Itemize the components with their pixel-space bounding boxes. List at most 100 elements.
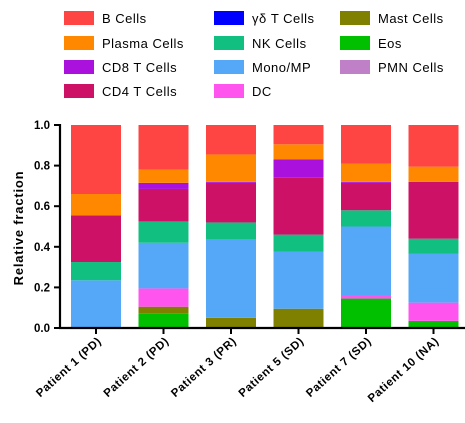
bar-segment-cd8-t-cells (341, 181, 391, 183)
bar-segment-cd8-t-cells (273, 159, 324, 178)
bar-segment-b-cells (138, 125, 189, 170)
legend-swatch (214, 36, 244, 50)
legend-item-dc: DC (214, 84, 272, 99)
legend-label: Plasma Cells (102, 36, 184, 51)
y-tick-label: 0.4 (34, 242, 51, 254)
bar-segment-plasma-cells (408, 166, 459, 182)
bar-segment-mast-cells (138, 306, 189, 314)
y-axis-label: Relative fraction (11, 171, 26, 286)
bar-segment-plasma-cells (341, 163, 391, 182)
bar-segment-mast-cells (206, 317, 256, 328)
legend-item-mast-cells: Mast Cells (340, 11, 444, 26)
x-category-label: Patient 1 (PD) (34, 335, 104, 400)
bar-segment-b-cells (71, 125, 121, 195)
bar-segment-nk-cells (273, 234, 324, 252)
bar-segment-eos (341, 298, 391, 328)
y-tick-label: 0.6 (34, 201, 50, 213)
legend-item-t-cells: γδ T Cells (214, 11, 315, 26)
legend-item-cd8-t-cells: CD8 T Cells (64, 60, 177, 75)
legend-label: CD8 T Cells (102, 60, 177, 75)
legend-item-plasma-cells: Plasma Cells (64, 36, 184, 51)
bar-segment-plasma-cells (206, 154, 256, 182)
bar-stack-patient-1-pd (71, 125, 121, 328)
legend-swatch (64, 60, 94, 74)
bar-segment-mast-cells (273, 308, 324, 328)
legend-swatch (214, 84, 244, 98)
legend-swatch (340, 36, 370, 50)
bar-stack-patient-10-na (408, 125, 459, 328)
legend-label: PMN Cells (378, 60, 444, 75)
bar-stack-patient-2-pd (138, 125, 189, 328)
legend-swatch (214, 11, 244, 25)
bar-segment-nk-cells (138, 221, 189, 243)
legend-label: Eos (378, 36, 402, 51)
bar-segment-mono-mp (138, 242, 189, 289)
legend-swatch (64, 11, 94, 25)
legend-item-nk-cells: NK Cells (214, 36, 307, 51)
bar-segment-b-cells (341, 125, 391, 164)
legend-label: γδ T Cells (252, 11, 315, 26)
bar-segment-plasma-cells (273, 144, 324, 160)
bar-segment-cd4-t-cells (408, 181, 459, 239)
bar-segment-cd4-t-cells (341, 182, 391, 211)
legend-item-eos: Eos (340, 36, 402, 51)
x-category-label: Patient 7 (SD) (304, 335, 374, 400)
bar-segment-cd4-t-cells (71, 215, 121, 263)
legend-swatch (340, 11, 370, 25)
bar-segment-eos (138, 313, 189, 328)
bar-segment-cd4-t-cells (273, 177, 324, 235)
bar-segment-eos (408, 320, 459, 328)
bar-segment-cd4-t-cells (138, 188, 189, 222)
bar-segment-dc (408, 302, 459, 321)
legend-swatch (214, 60, 244, 74)
legend-item-mono-mp: Mono/MP (214, 60, 311, 75)
x-category-label: Patient 3 (PR) (169, 335, 239, 400)
legend-label: Mono/MP (252, 60, 311, 75)
bar-segment-cd4-t-cells (206, 182, 256, 223)
bar-segment-b-cells (206, 125, 256, 155)
legend-label: Mast Cells (378, 11, 444, 26)
bar-segment-nk-cells (206, 222, 256, 240)
bar-segment-dc (138, 288, 189, 307)
legend-item-cd4-t-cells: CD4 T Cells (64, 84, 177, 99)
x-category-label: Patient 5 (SD) (237, 335, 307, 400)
y-tick-label: 0.0 (34, 323, 50, 335)
bar-stacks (71, 125, 459, 328)
bar-segment-nk-cells (341, 210, 391, 227)
legend-label: B Cells (102, 11, 147, 26)
bar-stack-patient-7-sd (341, 125, 391, 328)
legend-item-pmn-cells: PMN Cells (340, 60, 444, 75)
bar-segment-dc (341, 295, 391, 299)
bar-segment-plasma-cells (71, 194, 121, 216)
bar-segment-cd8-t-cells (138, 182, 189, 189)
legend-item-b-cells: B Cells (64, 11, 147, 26)
chart-axes: 0.0 0.2 0.4 0.6 0.8 1.0 (34, 120, 465, 335)
bar-segment-mono-mp (273, 251, 324, 309)
bar-segment-cd8-t-cells (206, 181, 256, 183)
legend-label: CD4 T Cells (102, 84, 177, 99)
bar-segment-mono-mp (71, 280, 121, 328)
legend-swatch (340, 60, 370, 74)
bar-segment-plasma-cells (138, 169, 189, 183)
y-tick-label: 1.0 (34, 120, 50, 132)
bar-stack-patient-3-pr (206, 125, 256, 328)
x-category-label: Patient 10 (NA) (366, 335, 442, 405)
y-tick-label: 0.2 (34, 282, 50, 294)
legend-swatch (64, 36, 94, 50)
legend-swatch (64, 84, 94, 98)
bar-segment-nk-cells (71, 262, 121, 281)
bar-segment-mono-mp (408, 253, 459, 303)
bar-segment-b-cells (408, 125, 459, 167)
x-category-labels: Patient 1 (PD)Patient 2 (PD)Patient 3 (P… (34, 328, 442, 405)
x-category-label: Patient 2 (PD) (102, 335, 172, 400)
bar-stack-patient-5-sd (273, 125, 324, 328)
bar-segment-mono-mp (341, 226, 391, 296)
legend-label: DC (252, 84, 272, 99)
legend-label: NK Cells (252, 36, 307, 51)
chart-legend: B Cells Plasma Cells CD8 T Cells CD4 T Cell… (64, 11, 444, 99)
y-tick-label: 0.8 (34, 161, 51, 173)
bar-segment-b-cells (273, 125, 324, 145)
bar-segment-mono-mp (206, 239, 256, 318)
bar-segment-nk-cells (408, 238, 459, 254)
